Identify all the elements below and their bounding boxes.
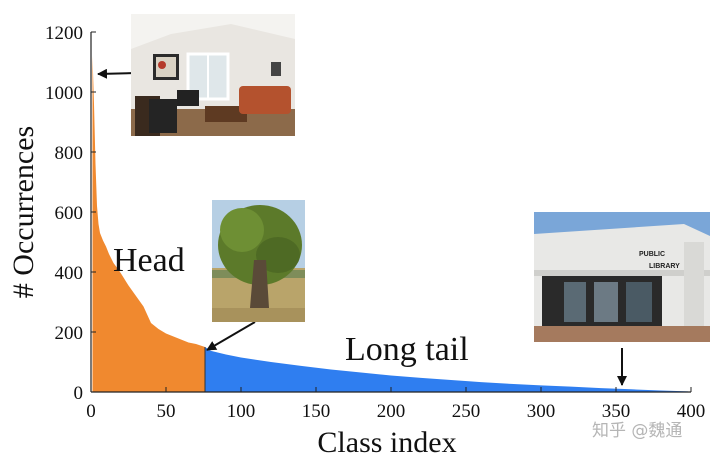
watermark: 知乎 @魏通 [592, 421, 682, 441]
x-ticks: 0 50 100 150 200 250 300 350 400 [86, 387, 705, 422]
axes: 0 50 100 150 200 250 300 350 400 0 200 400 600 800 10… [7, 23, 705, 459]
y-tick-label: 1200 [45, 23, 83, 44]
x-tick-label: 350 [602, 401, 631, 422]
y-axis-title: # Occurrences [7, 126, 40, 298]
x-axis-title: Class index [317, 426, 456, 459]
y-tick-label: 400 [55, 263, 84, 284]
x-tick-label: 150 [302, 401, 331, 422]
x-tick-label: 400 [677, 401, 706, 422]
tail-area [205, 347, 688, 392]
head-area [92, 56, 205, 392]
library-sign-line2: LIBRARY [649, 263, 680, 270]
x-tick-label: 50 [157, 401, 176, 422]
x-tick-label: 0 [86, 401, 96, 422]
annotation-arrows [97, 68, 627, 386]
y-tick-label: 600 [55, 203, 84, 224]
area-series-group [92, 56, 688, 392]
x-tick-label: 200 [377, 401, 406, 422]
x-tick-label: 300 [527, 401, 556, 422]
x-tick-label: 250 [452, 401, 481, 422]
arrow-to-split-point [206, 321, 256, 351]
x-tick-label: 100 [227, 401, 256, 422]
tree-photo [212, 200, 305, 322]
long-tail-label: Long tail [345, 331, 469, 368]
arrow-to-head-peak [97, 68, 137, 79]
library-sign-line1: PUBLIC [639, 251, 665, 258]
y-tick-label: 1000 [45, 83, 83, 104]
head-label: Head [113, 242, 185, 279]
y-tick-label: 0 [74, 383, 84, 404]
library-photo: PUBLIC LIBRARY [534, 212, 710, 342]
y-tick-label: 800 [55, 143, 84, 164]
y-ticks: 0 200 400 600 800 1000 1200 [45, 23, 96, 404]
y-tick-label: 200 [55, 323, 84, 344]
living-room-photo [131, 14, 295, 136]
